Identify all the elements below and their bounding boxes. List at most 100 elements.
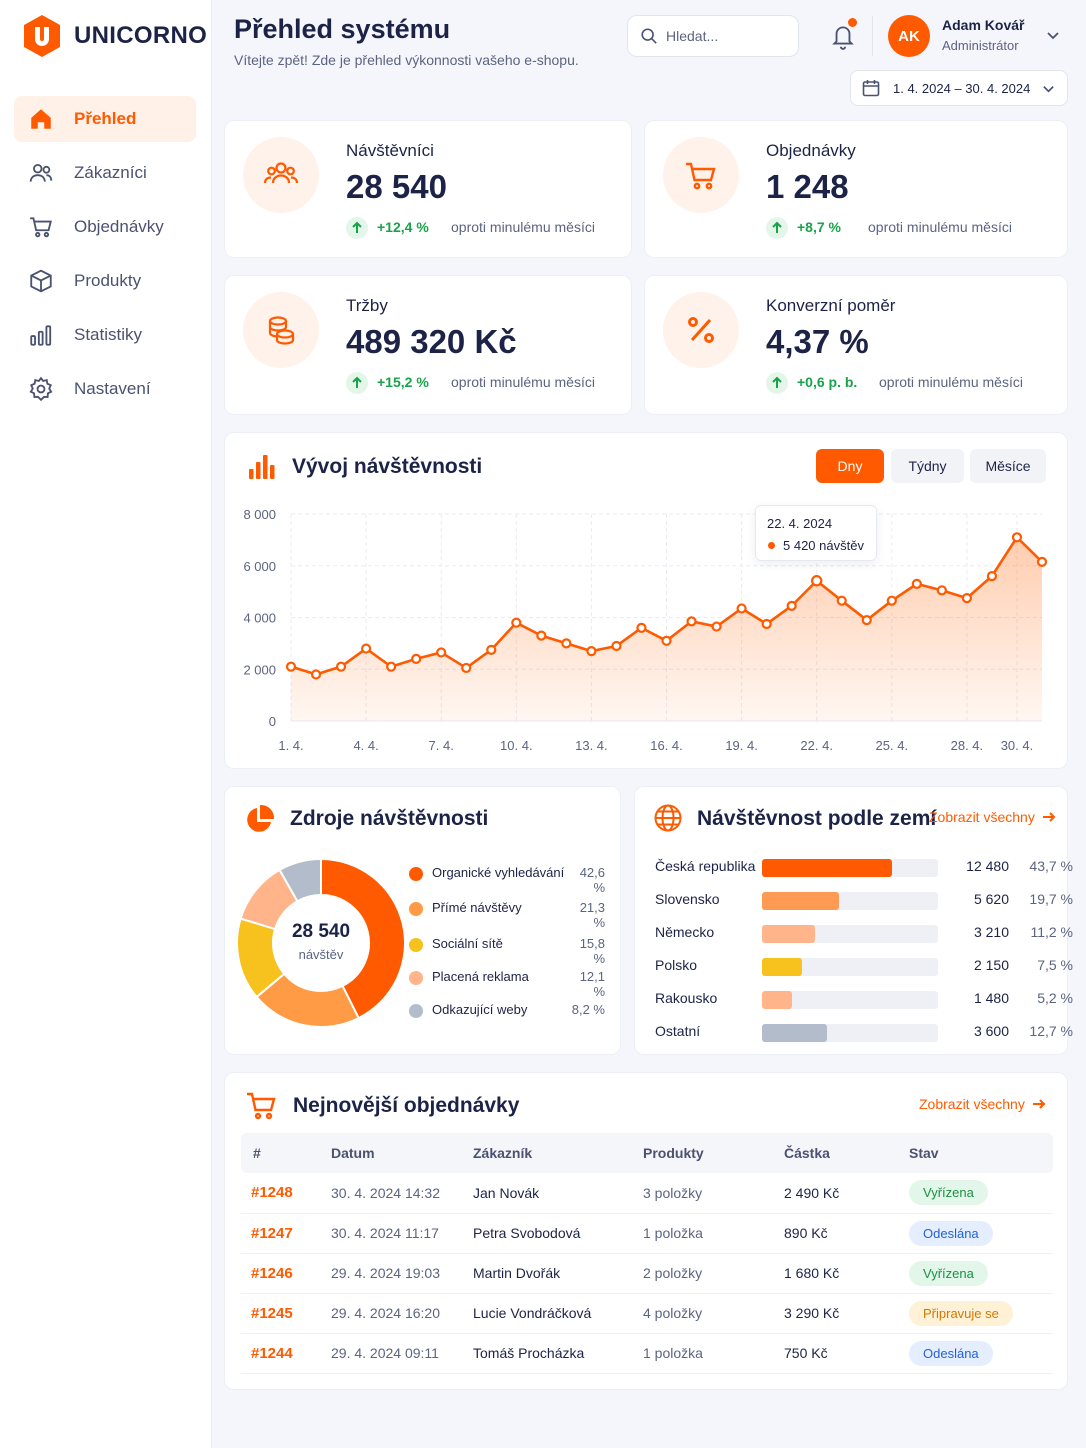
order-id[interactable]: #1247: [241, 1213, 331, 1254]
table-row[interactable]: #1245 29. 4. 2024 16:20 Lucie Vondráčkov…: [241, 1293, 1053, 1334]
segment-days[interactable]: Dny: [816, 449, 884, 483]
table-row[interactable]: #1248 30. 4. 2024 14:32 Jan Novák 3 polo…: [241, 1173, 1053, 1214]
sidebar: UNICORNO Přehled Zákazníci Objednávky Pr…: [0, 0, 212, 1448]
link-label: Zobrazit všechny: [919, 1096, 1025, 1112]
date-range-picker[interactable]: 1. 4. 2024 – 30. 4. 2024: [850, 70, 1068, 106]
x-tick-label: 4. 4.: [353, 738, 378, 753]
x-tick-label: 10. 4.: [500, 738, 533, 753]
table-row[interactable]: #1246 29. 4. 2024 19:03 Martin Dvořák 2 …: [241, 1253, 1053, 1294]
data-point: [861, 614, 872, 626]
kpi-card-visitors: Návštěvníci 28 540 +12,4 % oproti minulé…: [224, 120, 632, 258]
order-id[interactable]: #1246: [241, 1253, 331, 1294]
country-bar: [762, 892, 840, 910]
segment-weeks[interactable]: Týdny: [891, 449, 964, 483]
user-name[interactable]: Adam Kovář: [942, 17, 1025, 33]
order-date: 30. 4. 2024 11:17: [331, 1213, 473, 1254]
data-point: [961, 592, 973, 604]
country-count: 5 620: [973, 891, 1009, 907]
data-point: [811, 575, 823, 587]
kpi-label: Návštěvníci: [346, 141, 434, 160]
chevron-down-icon[interactable]: [1046, 28, 1060, 42]
sidebar-item-label: Přehled: [74, 109, 137, 128]
country-bar-track: [762, 859, 938, 877]
search-input[interactable]: [666, 28, 786, 44]
country-row: Ostatní 3 600 12,7 %: [655, 1021, 1073, 1043]
order-status-cell: Odeslána: [909, 1213, 1053, 1254]
status-badge: Odeslána: [909, 1340, 993, 1366]
traffic-line-chart: 0 2 000 4 000 6 000 8 000 1. 4. 4. 4. 7. 4. 10. …: [243, 507, 1048, 753]
country-pct: 5,2 %: [1037, 990, 1073, 1006]
bell-icon[interactable]: [830, 22, 856, 50]
search-box[interactable]: [627, 15, 799, 57]
data-point: [786, 600, 797, 611]
y-tick-label: 2 000: [243, 662, 276, 677]
column-header: Stav: [909, 1145, 939, 1161]
sidebar-item-produkty[interactable]: Produkty: [14, 258, 196, 304]
cart-icon: [686, 162, 716, 190]
segment-months[interactable]: Měsíce: [970, 449, 1046, 483]
donut-slice: [278, 857, 322, 903]
order-amount: 2 490 Kč: [784, 1173, 909, 1214]
logo[interactable]: UNICORNO: [22, 14, 207, 58]
x-tick-label: 1. 4.: [278, 738, 303, 753]
legend-pct: 21,3 %: [579, 900, 605, 930]
table-header-row: # Datum Zákazník Produkty Částka Stav: [241, 1133, 1053, 1173]
status-badge: Připravuje se: [909, 1300, 1013, 1326]
sidebar-item-objednavky[interactable]: Objednávky: [14, 204, 196, 250]
order-customer: Tomáš Procházka: [473, 1333, 643, 1374]
home-icon: [31, 109, 51, 129]
donut-slice: [320, 857, 406, 1020]
order-id[interactable]: #1248: [241, 1173, 331, 1214]
data-point: [536, 630, 547, 641]
card-title: Vývoj návštěvnosti: [292, 455, 483, 478]
view-all-countries-link[interactable]: Zobrazit všechny: [929, 809, 1056, 825]
coins-icon: [268, 316, 295, 345]
kpi-icon-wrap: [243, 292, 319, 368]
order-products: 1 položka: [643, 1333, 784, 1374]
data-point: [986, 571, 998, 582]
table-row[interactable]: #1247 30. 4. 2024 11:17 Petra Svobodová …: [241, 1213, 1053, 1254]
country-bar: [762, 925, 815, 943]
data-point: [836, 595, 847, 606]
data-point: [886, 595, 897, 606]
tooltip-dot: [768, 542, 775, 549]
x-tick-label: 25. 4.: [876, 738, 909, 753]
chevron-down-icon: [1043, 86, 1054, 93]
country-row: Polsko 2 150 7,5 %: [655, 955, 1073, 977]
country-pct: 11,2 %: [1030, 924, 1073, 940]
order-id[interactable]: #1244: [241, 1333, 331, 1374]
country-name: Česká republika: [655, 858, 756, 874]
sidebar-item-zakaznici[interactable]: Zákazníci: [14, 150, 196, 196]
order-amount: 1 680 Kč: [784, 1253, 909, 1294]
arrow-up-icon: [766, 372, 788, 394]
order-products: 4 položky: [643, 1293, 784, 1334]
country-bar-track: [762, 892, 938, 910]
avatar[interactable]: AK: [888, 15, 930, 57]
cart-icon: [30, 217, 52, 238]
view-all-orders-link[interactable]: Zobrazit všechny: [919, 1096, 1046, 1112]
country-name: Slovensko: [655, 891, 720, 907]
legend-name: Přímé návštěvy: [432, 900, 522, 915]
countries-card: Návštěvnost podle zemí Zobrazit všechny …: [634, 786, 1073, 1055]
data-point: [561, 638, 572, 649]
sidebar-item-prehled[interactable]: Přehled: [14, 96, 196, 142]
series-area: [291, 537, 1042, 721]
country-name: Rakousko: [655, 990, 718, 1006]
order-id[interactable]: #1245: [241, 1293, 331, 1334]
y-tick-label: 6 000: [243, 559, 276, 574]
table-row[interactable]: #1244 29. 4. 2024 09:11 Tomáš Procházka …: [241, 1333, 1053, 1374]
sidebar-item-statistiky[interactable]: Statistiky: [14, 312, 196, 358]
link-label: Zobrazit všechny: [929, 809, 1035, 825]
data-point: [586, 646, 597, 657]
country-row: Rakousko 1 480 5,2 %: [655, 988, 1073, 1010]
kpi-change: +12,4 %: [377, 219, 429, 235]
legend-dot: [409, 971, 423, 985]
kpi-label: Objednávky: [766, 141, 856, 160]
sidebar-item-label: Statistiky: [74, 325, 143, 344]
kpi-compare: oproti minulému měsíci: [451, 374, 595, 390]
kpi-icon-wrap: [243, 137, 319, 213]
sidebar-item-nastaveni[interactable]: Nastavení: [14, 366, 196, 412]
country-pct: 12,7 %: [1029, 1023, 1073, 1039]
data-point: [911, 578, 922, 589]
order-status-cell: Připravuje se: [909, 1293, 1053, 1334]
